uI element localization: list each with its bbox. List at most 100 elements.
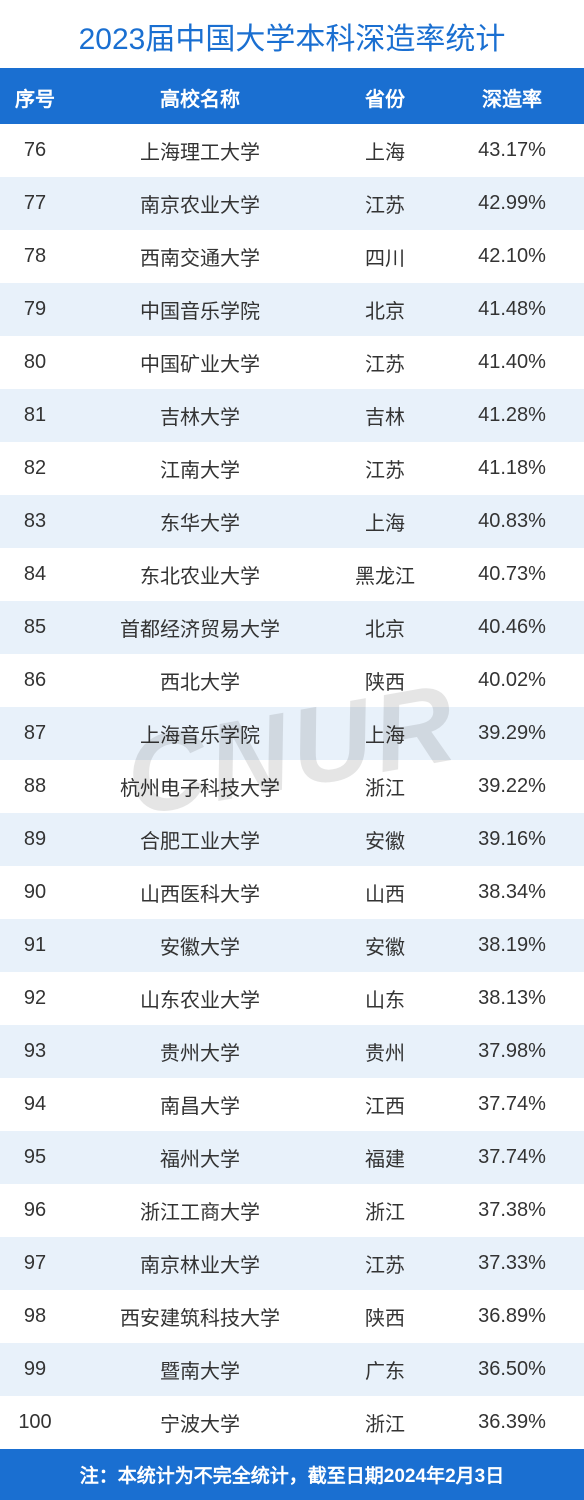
cell-prov: 陕西 bbox=[330, 654, 440, 707]
cell-index: 78 bbox=[0, 230, 70, 283]
cell-prov: 上海 bbox=[330, 495, 440, 548]
cell-prov: 山西 bbox=[330, 866, 440, 919]
cell-index: 94 bbox=[0, 1078, 70, 1131]
cell-name: 贵州大学 bbox=[70, 1025, 330, 1078]
cell-rate: 41.40% bbox=[440, 336, 584, 389]
cell-name: 浙江工商大学 bbox=[70, 1184, 330, 1237]
cell-index: 77 bbox=[0, 177, 70, 230]
cell-name: 南昌大学 bbox=[70, 1078, 330, 1131]
cell-rate: 37.74% bbox=[440, 1131, 584, 1184]
cell-name: 山东农业大学 bbox=[70, 972, 330, 1025]
cell-prov: 贵州 bbox=[330, 1025, 440, 1078]
cell-prov: 江苏 bbox=[330, 442, 440, 495]
cell-index: 91 bbox=[0, 919, 70, 972]
table-row: 82江南大学江苏41.18% bbox=[0, 442, 584, 495]
cell-rate: 40.83% bbox=[440, 495, 584, 548]
cell-prov: 江西 bbox=[330, 1078, 440, 1131]
cell-name: 山西医科大学 bbox=[70, 866, 330, 919]
table-header: 序号 高校名称 省份 深造率 bbox=[0, 71, 584, 124]
cell-index: 79 bbox=[0, 283, 70, 336]
table-row: 89合肥工业大学安徽39.16% bbox=[0, 813, 584, 866]
cell-name: 西南交通大学 bbox=[70, 230, 330, 283]
cell-rate: 39.22% bbox=[440, 760, 584, 813]
cell-rate: 38.19% bbox=[440, 919, 584, 972]
cell-rate: 41.28% bbox=[440, 389, 584, 442]
cell-prov: 广东 bbox=[330, 1343, 440, 1396]
cell-name: 西北大学 bbox=[70, 654, 330, 707]
table-row: 94南昌大学江西37.74% bbox=[0, 1078, 584, 1131]
cell-index: 89 bbox=[0, 813, 70, 866]
cell-index: 97 bbox=[0, 1237, 70, 1290]
cell-prov: 安徽 bbox=[330, 813, 440, 866]
table-row: 91安徽大学安徽38.19% bbox=[0, 919, 584, 972]
cell-prov: 上海 bbox=[330, 707, 440, 760]
cell-index: 87 bbox=[0, 707, 70, 760]
cell-index: 86 bbox=[0, 654, 70, 707]
table-body: 76上海理工大学上海43.17%77南京农业大学江苏42.99%78西南交通大学… bbox=[0, 124, 584, 1449]
table-container: 2023届中国大学本科深造率统计 序号 高校名称 省份 深造率 76上海理工大学… bbox=[0, 0, 584, 1500]
cell-name: 东北农业大学 bbox=[70, 548, 330, 601]
cell-prov: 福建 bbox=[330, 1131, 440, 1184]
cell-index: 93 bbox=[0, 1025, 70, 1078]
cell-name: 合肥工业大学 bbox=[70, 813, 330, 866]
table-row: 83东华大学上海40.83% bbox=[0, 495, 584, 548]
cell-index: 90 bbox=[0, 866, 70, 919]
cell-rate: 42.10% bbox=[440, 230, 584, 283]
cell-prov: 浙江 bbox=[330, 1396, 440, 1449]
cell-prov: 北京 bbox=[330, 601, 440, 654]
table-row: 79中国音乐学院北京41.48% bbox=[0, 283, 584, 336]
table-row: 88杭州电子科技大学浙江39.22% bbox=[0, 760, 584, 813]
cell-rate: 36.50% bbox=[440, 1343, 584, 1396]
table-row: 84东北农业大学黑龙江40.73% bbox=[0, 548, 584, 601]
cell-index: 100 bbox=[0, 1396, 70, 1449]
cell-name: 首都经济贸易大学 bbox=[70, 601, 330, 654]
cell-prov: 安徽 bbox=[330, 919, 440, 972]
cell-name: 东华大学 bbox=[70, 495, 330, 548]
cell-name: 南京林业大学 bbox=[70, 1237, 330, 1290]
cell-index: 84 bbox=[0, 548, 70, 601]
table-row: 98西安建筑科技大学陕西36.89% bbox=[0, 1290, 584, 1343]
cell-prov: 江苏 bbox=[330, 177, 440, 230]
cell-prov: 江苏 bbox=[330, 336, 440, 389]
cell-name: 上海音乐学院 bbox=[70, 707, 330, 760]
cell-prov: 北京 bbox=[330, 283, 440, 336]
cell-name: 中国音乐学院 bbox=[70, 283, 330, 336]
cell-name: 江南大学 bbox=[70, 442, 330, 495]
cell-rate: 40.02% bbox=[440, 654, 584, 707]
cell-name: 宁波大学 bbox=[70, 1396, 330, 1449]
cell-index: 95 bbox=[0, 1131, 70, 1184]
cell-index: 99 bbox=[0, 1343, 70, 1396]
cell-prov: 江苏 bbox=[330, 1237, 440, 1290]
cell-rate: 42.99% bbox=[440, 177, 584, 230]
cell-index: 85 bbox=[0, 601, 70, 654]
table-row: 95福州大学福建37.74% bbox=[0, 1131, 584, 1184]
cell-rate: 39.16% bbox=[440, 813, 584, 866]
table-row: 92山东农业大学山东38.13% bbox=[0, 972, 584, 1025]
page-title: 2023届中国大学本科深造率统计 bbox=[0, 0, 584, 71]
cell-prov: 浙江 bbox=[330, 760, 440, 813]
table-row: 77南京农业大学江苏42.99% bbox=[0, 177, 584, 230]
cell-name: 西安建筑科技大学 bbox=[70, 1290, 330, 1343]
cell-name: 暨南大学 bbox=[70, 1343, 330, 1396]
cell-rate: 37.38% bbox=[440, 1184, 584, 1237]
table-row: 99暨南大学广东36.50% bbox=[0, 1343, 584, 1396]
cell-index: 80 bbox=[0, 336, 70, 389]
table-row: 93贵州大学贵州37.98% bbox=[0, 1025, 584, 1078]
table-row: 87上海音乐学院上海39.29% bbox=[0, 707, 584, 760]
cell-rate: 37.33% bbox=[440, 1237, 584, 1290]
cell-prov: 浙江 bbox=[330, 1184, 440, 1237]
footer-note: 注：本统计为不完全统计，截至日期2024年2月3日 bbox=[0, 1449, 584, 1500]
cell-name: 南京农业大学 bbox=[70, 177, 330, 230]
table-row: 90山西医科大学山西38.34% bbox=[0, 866, 584, 919]
cell-prov: 陕西 bbox=[330, 1290, 440, 1343]
cell-name: 杭州电子科技大学 bbox=[70, 760, 330, 813]
cell-prov: 四川 bbox=[330, 230, 440, 283]
col-header-name: 高校名称 bbox=[70, 71, 330, 124]
table-row: 78西南交通大学四川42.10% bbox=[0, 230, 584, 283]
cell-name: 吉林大学 bbox=[70, 389, 330, 442]
cell-index: 81 bbox=[0, 389, 70, 442]
cell-rate: 36.89% bbox=[440, 1290, 584, 1343]
cell-index: 82 bbox=[0, 442, 70, 495]
cell-rate: 36.39% bbox=[440, 1396, 584, 1449]
cell-prov: 上海 bbox=[330, 124, 440, 177]
